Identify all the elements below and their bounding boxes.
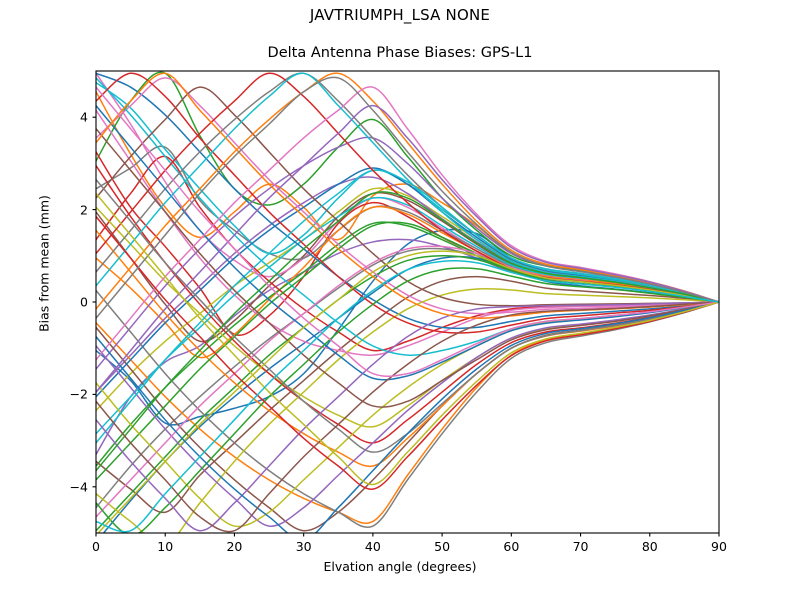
y-tick-label: 4 [80,109,88,125]
series-line [96,128,719,408]
series-line [96,169,719,444]
series-line [96,192,719,486]
series-line [96,287,719,533]
x-tick-label: 20 [226,539,243,554]
series-line [96,301,719,533]
series-layer [96,71,719,533]
series-line [96,72,719,334]
x-tick-label: 10 [157,539,174,554]
series-line [96,86,719,377]
series-line [96,72,719,303]
x-tick-label: 70 [572,539,589,554]
x-tick-label: 50 [434,539,451,554]
series-line [96,72,719,303]
series-line [96,260,719,533]
y-axis-label: Bias from mean (mm) [36,195,52,332]
series-line [96,267,719,533]
x-axis-label: Elvation angle (degrees) [323,559,477,574]
series-line [96,86,719,361]
series-line [96,238,719,456]
y-tick-label: 2 [80,202,88,218]
x-tick-label: 90 [711,539,727,554]
series-line [96,104,719,393]
y-tick-label: −4 [69,479,88,495]
series-line [96,205,719,359]
series-line [96,76,719,319]
series-line [96,71,719,303]
series-line [96,289,719,528]
figure-suptitle: JAVTRIUMPH_LSA NONE [309,6,491,24]
series-line [96,301,719,527]
series-line [96,275,719,513]
y-tick-label: −2 [69,386,88,402]
series-line [97,250,719,533]
x-tick-label: 60 [503,539,520,554]
series-line [96,72,719,303]
series-line [96,109,719,356]
series-line [96,301,719,532]
series-line [96,77,719,315]
x-tick-label: 30 [295,539,312,554]
series-line [96,104,719,381]
series-line [96,72,719,303]
series-line [96,191,719,472]
x-tick-label: 0 [92,539,100,554]
chart-title: Delta Antenna Phase Biases: GPS-L1 [267,45,533,61]
y-tick-label: 0 [80,294,88,310]
x-tick-label: 40 [364,539,381,554]
series-line [96,215,719,490]
series-line [96,72,719,310]
ticks-layer [92,116,720,537]
x-tick-label: 80 [641,539,658,554]
